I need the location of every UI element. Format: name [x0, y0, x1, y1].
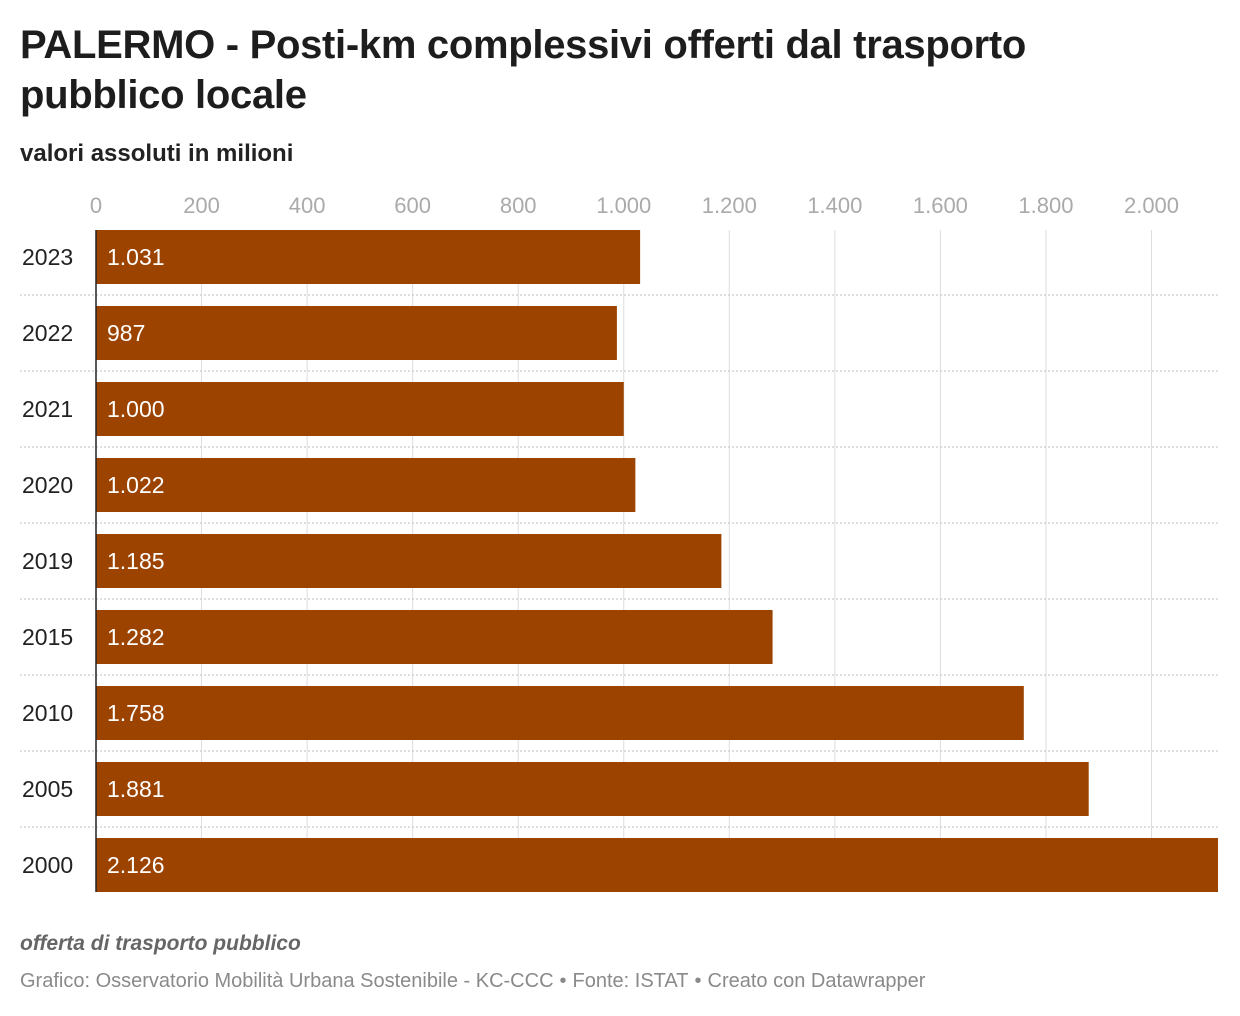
bar-value-label: 1.881: [107, 776, 165, 802]
category-label: 2019: [22, 548, 73, 574]
x-tick-label: 1.800: [1018, 193, 1073, 218]
category-label: 2015: [22, 624, 73, 650]
bar-value-label: 1.031: [107, 244, 165, 270]
bar: [96, 458, 636, 512]
x-tick-label: 800: [500, 193, 537, 218]
chart-subtitle: valori assoluti in milioni: [20, 140, 294, 167]
bar: [96, 762, 1089, 816]
x-tick-label: 1.000: [596, 193, 651, 218]
bar: [96, 838, 1218, 892]
bar: [96, 230, 641, 284]
footer-credits: Grafico: Osservatorio Mobilità Urbana So…: [20, 970, 925, 993]
category-label: 2020: [22, 472, 73, 498]
bar: [96, 610, 773, 664]
x-tick-label: 1.200: [702, 193, 757, 218]
chart-title: PALERMO - Posti-km complessivi offerti d…: [20, 23, 1027, 117]
bar: [96, 686, 1024, 740]
bar-value-label: 2.126: [107, 852, 165, 878]
x-tick-label: 1.600: [913, 193, 968, 218]
x-tick-label: 200: [183, 193, 220, 218]
category-label: 2023: [22, 244, 73, 270]
bar-value-label: 1.185: [107, 548, 165, 574]
bar-chart: 0 200 400 600 800 1.000 1.200 1.400 1.600 1.800 2.…: [20, 193, 1218, 892]
credit-data-source: Fonte: ISTAT: [572, 970, 689, 992]
category-label: 2005: [22, 776, 73, 802]
bar-value-label: 1.022: [107, 472, 165, 498]
category-label: 2022: [22, 320, 73, 346]
category-label: 2000: [22, 852, 73, 878]
credit-separator: •: [694, 970, 702, 992]
bar: [96, 534, 722, 588]
bar-value-label: 1.000: [107, 396, 165, 422]
bar: [96, 306, 617, 360]
credit-chart-source: Grafico: Osservatorio Mobilità Urbana So…: [20, 970, 554, 992]
bar-value-label: 1.282: [107, 624, 165, 650]
bar: [96, 382, 624, 436]
x-tick-label: 2.000: [1124, 193, 1179, 218]
x-tick-label: 1.400: [807, 193, 862, 218]
credit-tool: Creato con Datawrapper: [707, 970, 926, 992]
bar-value-label: 987: [107, 320, 145, 346]
category-label: 2010: [22, 700, 73, 726]
x-tick-label: 400: [289, 193, 326, 218]
credit-separator: •: [559, 970, 567, 992]
footer-note: offerta di trasporto pubblico: [20, 932, 301, 955]
x-tick-label: 600: [394, 193, 431, 218]
category-label: 2021: [22, 396, 73, 422]
bar-value-label: 1.758: [107, 700, 165, 726]
x-tick-label: 0: [90, 193, 102, 218]
